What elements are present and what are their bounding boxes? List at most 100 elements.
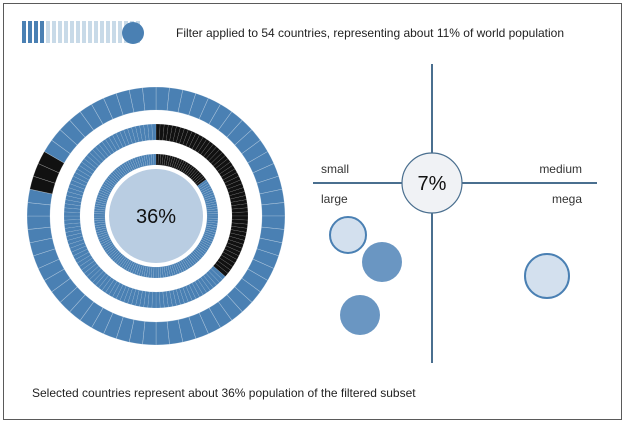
donut-segment[interactable] [95,273,109,289]
donut-segment[interactable] [143,154,149,167]
donut-segment[interactable] [194,136,207,153]
donut-segment[interactable] [81,260,97,274]
donut-segment[interactable] [231,215,249,221]
donut-segment[interactable] [71,175,88,187]
filter-segment[interactable] [40,21,44,43]
donut-segment[interactable] [153,153,157,166]
donut-chart[interactable]: 36% [26,86,286,346]
donut-segment[interactable] [123,128,133,146]
donut-segment[interactable] [110,171,121,182]
donut-segment[interactable] [219,165,236,178]
donut-segment[interactable] [59,286,86,313]
donut-segment[interactable] [127,159,135,171]
donut-segment[interactable] [197,244,208,253]
donut-segment[interactable] [139,290,146,308]
donut-segment[interactable] [68,183,86,193]
donut-segment[interactable] [69,294,95,321]
donut-segment[interactable] [91,307,114,335]
donut-segment[interactable] [93,215,106,219]
donut-segment[interactable] [224,245,241,257]
donut-segment[interactable] [176,127,185,144]
donut-segment[interactable] [155,266,159,279]
donut-segment[interactable] [228,187,245,196]
filter-segment[interactable] [106,21,110,43]
donut-segment[interactable] [247,258,275,281]
donut-segment[interactable] [148,266,153,278]
donut-segment[interactable] [204,227,217,234]
donut-segment[interactable] [136,156,143,168]
donut-segment[interactable] [208,103,233,131]
country-bubble[interactable] [340,295,380,335]
donut-segment[interactable] [231,203,248,210]
donut-segment[interactable] [162,291,169,308]
country-bubble[interactable] [524,253,570,299]
filter-segment[interactable] [46,21,50,43]
donut-segment[interactable] [206,206,218,211]
donut-segment[interactable] [131,126,140,143]
donut-segment[interactable] [93,213,106,217]
donut-segment[interactable] [146,266,151,278]
donut-segment[interactable] [205,270,220,286]
donut-segment[interactable] [71,245,88,257]
donut-segment[interactable] [37,258,65,281]
donut-segment[interactable] [161,266,166,278]
donut-segment[interactable] [112,282,124,300]
donut-segment[interactable] [219,254,236,267]
donut-segment[interactable] [198,97,221,125]
donut-segment[interactable] [143,124,150,141]
donut-segment[interactable] [93,210,106,215]
donut-segment[interactable] [95,143,109,159]
filter-segment[interactable] [52,21,56,43]
donut-segment[interactable] [102,181,114,190]
donut-segment[interactable] [177,316,197,343]
donut-segment[interactable] [67,236,84,245]
donut-segment[interactable] [193,248,204,259]
donut-segment[interactable] [252,163,280,184]
donut-segment[interactable] [199,183,211,192]
donut-segment[interactable] [185,284,197,301]
donut-segment[interactable] [63,215,81,221]
donut-segment[interactable] [147,123,153,141]
donut-segment[interactable] [159,154,164,166]
donut-segment[interactable] [231,207,249,213]
donut-segment[interactable] [32,248,60,269]
donut-ring-inner[interactable] [93,153,219,279]
donut-segment[interactable] [99,237,111,245]
country-bubble[interactable] [362,242,402,282]
donut-segment[interactable] [29,237,56,257]
donut-segment[interactable] [141,155,147,167]
donut-segment[interactable] [190,170,201,181]
donut-segment[interactable] [172,126,181,143]
donut-segment[interactable] [94,223,107,229]
donut-segment[interactable] [259,188,285,206]
donut-segment[interactable] [203,273,217,289]
filter-segment[interactable] [34,21,38,43]
filter-segment[interactable] [76,21,80,43]
donut-segment[interactable] [182,162,191,174]
donut-segment[interactable] [167,264,174,277]
donut-segment[interactable] [162,124,169,141]
donut-segment[interactable] [79,301,104,329]
donut-segment[interactable] [157,153,162,166]
donut-segment[interactable] [94,206,106,211]
donut-segment[interactable] [143,291,150,308]
country-bubble[interactable] [329,216,367,254]
donut-segment[interactable] [202,189,214,197]
donut-segment[interactable] [123,259,132,271]
filter-segment[interactable] [88,21,92,43]
filter-segment[interactable] [64,21,68,43]
donut-segment[interactable] [184,164,193,175]
donut-segment[interactable] [252,248,280,269]
donut-segment[interactable] [59,119,86,146]
donut-segment[interactable] [27,226,53,244]
donut-segment[interactable] [74,168,91,181]
donut-segment[interactable] [199,240,211,249]
donut-segment[interactable] [167,155,174,168]
donut-segment[interactable] [206,213,219,217]
donut-segment[interactable] [191,250,202,261]
donut-segment[interactable] [153,266,157,279]
donut-segment[interactable] [228,236,245,245]
donut-segment[interactable] [76,165,93,178]
filter-segment[interactable] [82,21,86,43]
filter-segment[interactable] [100,21,104,43]
